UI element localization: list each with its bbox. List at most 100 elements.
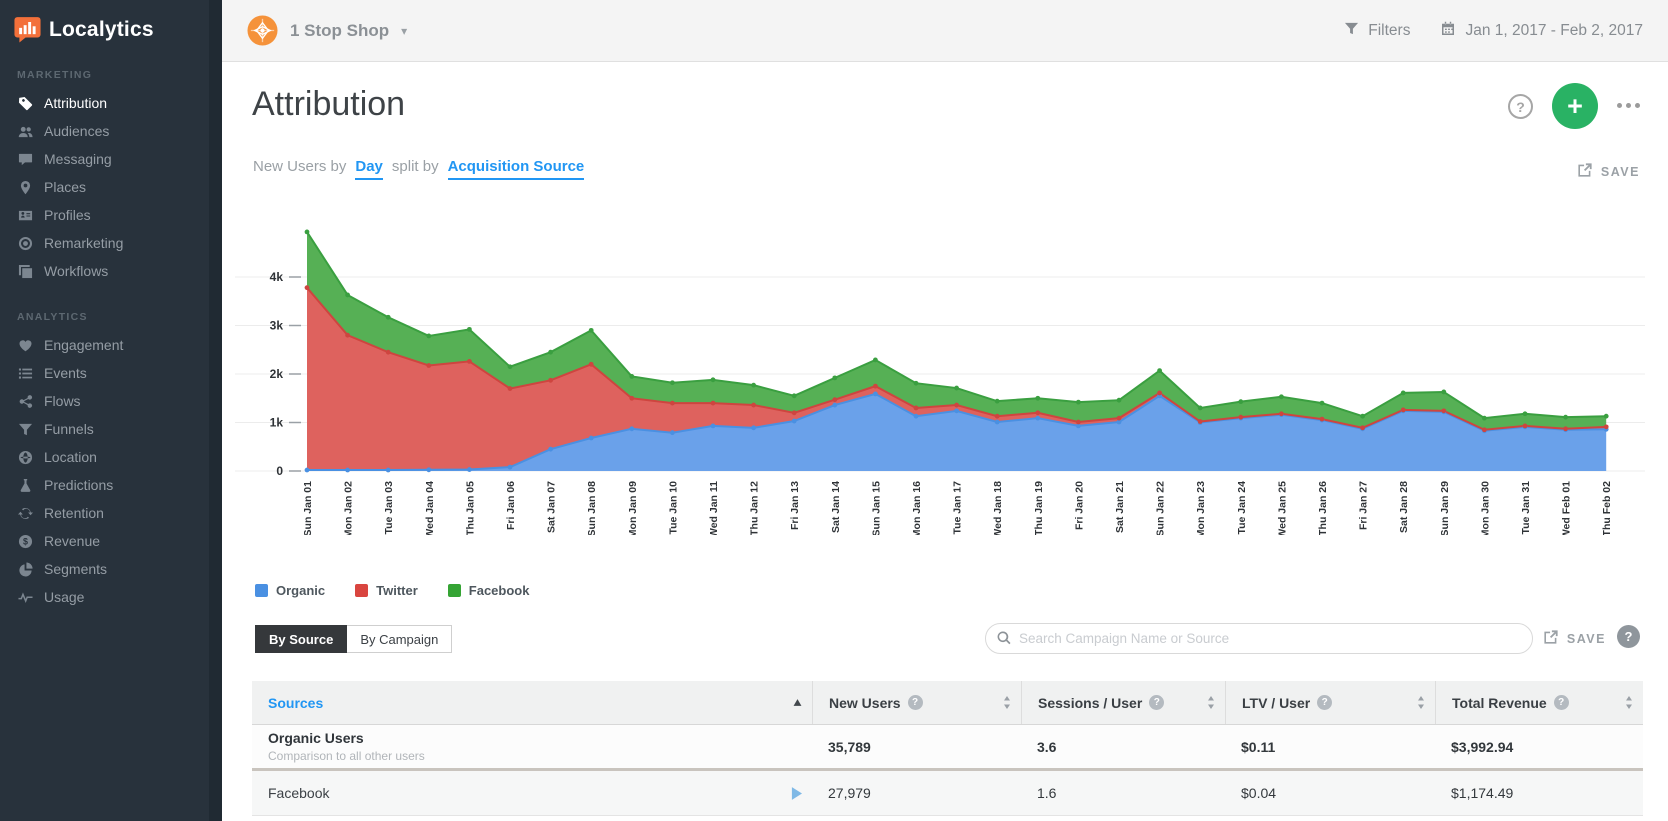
chat-icon [17,151,33,167]
sort-both-icon[interactable] [1625,696,1633,709]
sidebar-section-analytics: ANALYTICS [17,311,88,323]
legend-item-organic[interactable]: Organic [255,583,325,598]
flask-icon [17,477,33,493]
list-icon [17,365,33,381]
sidebar-item-engagement[interactable]: Engagement [0,331,222,359]
question-icon[interactable]: ? [1317,695,1333,710]
svg-text:Sat Jan 28: Sat Jan 28 [1398,481,1410,533]
table-help-button[interactable]: ? [1617,625,1640,648]
sidebar-item-funnels[interactable]: Funnels [0,415,222,443]
svg-text:Tue Jan 17: Tue Jan 17 [952,481,964,535]
svg-text:Sat Jan 07: Sat Jan 07 [546,481,558,533]
sidebar-item-label: Engagement [44,337,124,353]
pulse-icon [17,589,33,605]
tab-by-campaign[interactable]: By Campaign [347,625,453,653]
table-row-facebook[interactable]: Facebook 27,979 1.6 $0.04 $1,174.49 [252,771,1643,816]
account-name: 1 Stop Shop [290,20,390,40]
split-selector[interactable]: Acquisition Source [447,158,585,180]
sidebar-item-label: Audiences [44,123,110,139]
svg-text:Mon Jan 02: Mon Jan 02 [343,481,355,535]
filters-button[interactable]: Filters [1344,21,1410,41]
save-table-button[interactable]: SAVE [1542,629,1606,649]
svg-text:2k: 2k [270,367,284,381]
sidebar-item-usage[interactable]: Usage [0,583,222,611]
svg-text:Thu Jan 19: Thu Jan 19 [1033,481,1045,535]
expand-row-icon[interactable] [791,786,802,800]
account-switcher[interactable]: 1 Stop Shop ▾ [247,15,407,46]
sort-both-icon[interactable] [1417,696,1425,709]
date-range-picker[interactable]: Jan 1, 2017 - Feb 2, 2017 [1440,21,1643,42]
sidebar-item-label: Places [44,179,87,195]
windows-icon [17,263,33,279]
search-input[interactable] [985,623,1533,654]
svg-text:Thu Feb 02: Thu Feb 02 [1601,481,1613,535]
svg-text:Tue Jan 03: Tue Jan 03 [383,481,395,535]
sidebar-item-events[interactable]: Events [0,359,222,387]
legend-item-facebook[interactable]: Facebook [447,583,529,598]
sidebar-item-location[interactable]: Location [0,443,222,471]
dollar-icon: $ [17,533,33,549]
sidebar-item-messaging[interactable]: Messaging [0,145,222,173]
svg-text:Tue Jan 31: Tue Jan 31 [1520,481,1532,535]
row-name: Facebook [268,785,330,801]
more-menu-button[interactable] [1617,103,1640,108]
sort-both-icon[interactable] [1003,696,1011,709]
tab-by-source[interactable]: By Source [255,625,348,653]
metric-selector[interactable]: Day [355,158,383,180]
organic-swatch-icon [255,584,268,597]
table-header-row: Sources New Users ? Sessions / User ? [252,681,1643,725]
refresh-icon [17,505,33,521]
svg-text:Sun Jan 29: Sun Jan 29 [1439,481,1451,535]
attribution-chart: 0 1k 2k 3k 4k Sun Jan 01 Mon Jan 02 Tue Jan 03 W… [225,203,1645,539]
cell-new-users: 27,979 [828,785,871,801]
sidebar-item-places[interactable]: Places [0,173,222,201]
legend-item-twitter[interactable]: Twitter [355,583,418,598]
main-content: Attribution ? + New Users by Day split b… [222,63,1668,821]
localytics-logo[interactable]: Localytics [0,0,222,43]
facebook-swatch-icon [447,584,461,597]
sidebar-item-label: Usage [44,589,85,605]
sidebar-item-label: Funnels [44,421,94,437]
add-button[interactable]: + [1552,83,1598,129]
svg-text:Sun Jan 15: Sun Jan 15 [870,481,882,535]
svg-text:Mon Jan 09: Mon Jan 09 [627,481,639,535]
sidebar-item-label: Events [44,365,87,381]
question-icon[interactable]: ? [1149,695,1165,710]
users-icon [17,123,33,139]
svg-text:Thu Jan 05: Thu Jan 05 [464,481,476,535]
column-header-sources[interactable]: Sources [252,681,812,724]
sidebar-item-remarketing[interactable]: Remarketing [0,229,222,257]
sidebar-item-retention[interactable]: Retention [0,499,222,527]
help-button[interactable]: ? [1508,94,1533,119]
svg-text:Thu Jan 12: Thu Jan 12 [749,481,761,535]
date-range-label: Jan 1, 2017 - Feb 2, 2017 [1465,22,1643,39]
sidebar-item-audiences[interactable]: Audiences [0,117,222,145]
save-label: SAVE [1566,632,1606,646]
sort-both-icon[interactable] [1207,696,1215,709]
sort-asc-icon[interactable] [793,698,802,707]
localytics-logo-icon [14,17,41,43]
column-header-new-users[interactable]: New Users ? [812,681,1021,724]
sidebar-item-flows[interactable]: Flows [0,387,222,415]
sidebar-section-marketing: MARKETING [17,69,93,81]
sidebar-item-attribution[interactable]: Attribution [0,89,222,117]
column-header-total-revenue[interactable]: Total Revenue ? [1435,681,1643,724]
question-icon[interactable]: ? [907,695,923,710]
sidebar-item-label: Predictions [44,477,114,493]
sidebar-item-profiles[interactable]: Profiles [0,201,222,229]
question-icon[interactable]: ? [1553,695,1569,710]
query-prefix-label: New Users by [253,158,347,175]
topbar-right: Filters Jan 1, 2017 - Feb 2, 2017 [1344,0,1643,62]
save-chart-button[interactable]: SAVE [1576,162,1640,182]
column-header-sessions-per-user[interactable]: Sessions / User ? [1021,681,1225,724]
sidebar-item-revenue[interactable]: $ Revenue [0,527,222,555]
svg-text:0: 0 [276,464,283,478]
sidebar-item-predictions[interactable]: Predictions [0,471,222,499]
sidebar-item-segments[interactable]: Segments [0,555,222,583]
column-header-ltv-per-user[interactable]: LTV / User ? [1225,681,1435,724]
cell-ltv-per-user: $0.11 [1241,738,1276,755]
table-row-organic-users[interactable]: Organic Users Comparison to all other us… [252,725,1643,771]
filters-label: Filters [1368,22,1411,39]
cell-total-revenue: $1,174.49 [1451,785,1514,801]
sidebar-item-workflows[interactable]: Workflows [0,257,222,285]
